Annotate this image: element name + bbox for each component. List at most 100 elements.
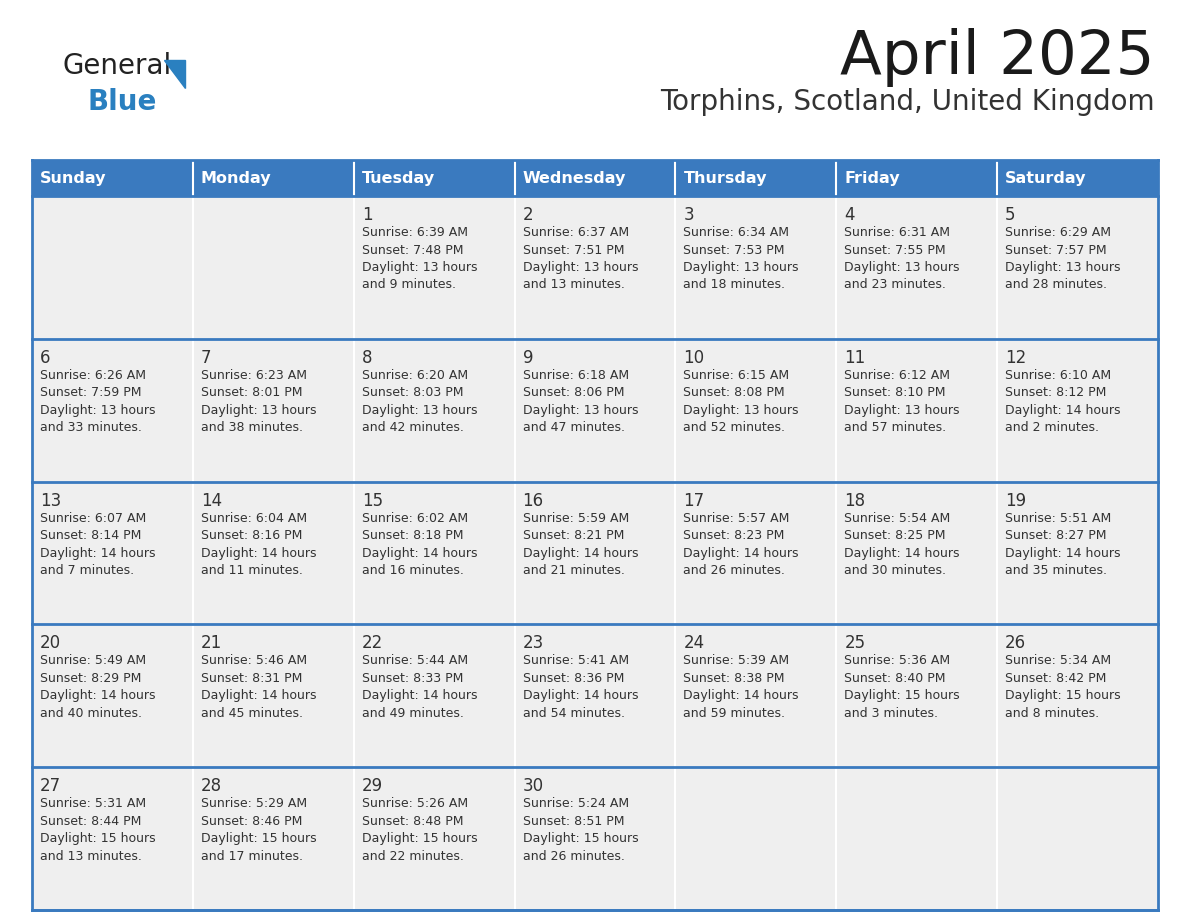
Text: Sunrise: 5:29 AM: Sunrise: 5:29 AM bbox=[201, 797, 307, 811]
Text: Sunday: Sunday bbox=[40, 171, 107, 185]
Bar bbox=[354, 624, 514, 767]
Text: 29: 29 bbox=[361, 778, 383, 795]
Bar bbox=[997, 482, 1158, 624]
Text: Sunset: 8:16 PM: Sunset: 8:16 PM bbox=[201, 529, 302, 543]
Text: Daylight: 15 hours: Daylight: 15 hours bbox=[1005, 689, 1120, 702]
Text: and 18 minutes.: and 18 minutes. bbox=[683, 278, 785, 292]
Text: 24: 24 bbox=[683, 634, 704, 653]
Bar bbox=[192, 482, 354, 624]
Text: and 47 minutes.: and 47 minutes. bbox=[523, 421, 625, 434]
Bar bbox=[676, 624, 836, 767]
Text: Tuesday: Tuesday bbox=[361, 171, 435, 185]
Text: Daylight: 13 hours: Daylight: 13 hours bbox=[361, 261, 478, 274]
Text: 19: 19 bbox=[1005, 492, 1026, 509]
Text: Friday: Friday bbox=[845, 171, 901, 185]
Text: and 59 minutes.: and 59 minutes. bbox=[683, 707, 785, 720]
Text: Sunrise: 6:37 AM: Sunrise: 6:37 AM bbox=[523, 226, 628, 239]
Text: Daylight: 14 hours: Daylight: 14 hours bbox=[201, 689, 316, 702]
Bar bbox=[354, 767, 514, 910]
Bar bbox=[192, 339, 354, 482]
Bar bbox=[836, 339, 997, 482]
Bar bbox=[676, 482, 836, 624]
Text: Sunset: 8:40 PM: Sunset: 8:40 PM bbox=[845, 672, 946, 685]
Bar bbox=[997, 767, 1158, 910]
Text: Sunrise: 6:12 AM: Sunrise: 6:12 AM bbox=[845, 369, 950, 382]
Text: and 57 minutes.: and 57 minutes. bbox=[845, 421, 947, 434]
Text: Wednesday: Wednesday bbox=[523, 171, 626, 185]
Text: Sunrise: 6:29 AM: Sunrise: 6:29 AM bbox=[1005, 226, 1111, 239]
Text: Sunrise: 6:34 AM: Sunrise: 6:34 AM bbox=[683, 226, 790, 239]
Text: and 21 minutes.: and 21 minutes. bbox=[523, 564, 625, 577]
Text: and 42 minutes.: and 42 minutes. bbox=[361, 421, 463, 434]
Text: Daylight: 14 hours: Daylight: 14 hours bbox=[1005, 546, 1120, 560]
Text: Sunrise: 6:23 AM: Sunrise: 6:23 AM bbox=[201, 369, 307, 382]
Text: 1: 1 bbox=[361, 206, 372, 224]
Text: Daylight: 14 hours: Daylight: 14 hours bbox=[40, 546, 156, 560]
Text: and 26 minutes.: and 26 minutes. bbox=[683, 564, 785, 577]
Bar bbox=[514, 624, 676, 767]
Text: Sunset: 7:57 PM: Sunset: 7:57 PM bbox=[1005, 243, 1107, 256]
Text: Sunset: 8:27 PM: Sunset: 8:27 PM bbox=[1005, 529, 1107, 543]
Text: and 28 minutes.: and 28 minutes. bbox=[1005, 278, 1107, 292]
Text: Daylight: 14 hours: Daylight: 14 hours bbox=[1005, 404, 1120, 417]
Bar bbox=[514, 482, 676, 624]
Text: Saturday: Saturday bbox=[1005, 171, 1087, 185]
Text: Daylight: 13 hours: Daylight: 13 hours bbox=[523, 404, 638, 417]
Text: Daylight: 15 hours: Daylight: 15 hours bbox=[361, 833, 478, 845]
Text: Daylight: 15 hours: Daylight: 15 hours bbox=[201, 833, 316, 845]
Bar bbox=[32, 624, 192, 767]
Text: Daylight: 14 hours: Daylight: 14 hours bbox=[361, 546, 478, 560]
Text: Daylight: 14 hours: Daylight: 14 hours bbox=[361, 689, 478, 702]
Text: and 17 minutes.: and 17 minutes. bbox=[201, 850, 303, 863]
Text: Sunrise: 5:51 AM: Sunrise: 5:51 AM bbox=[1005, 511, 1112, 524]
Text: Daylight: 14 hours: Daylight: 14 hours bbox=[683, 689, 798, 702]
Text: 15: 15 bbox=[361, 492, 383, 509]
Bar bbox=[836, 482, 997, 624]
Text: Daylight: 14 hours: Daylight: 14 hours bbox=[683, 546, 798, 560]
Text: Sunset: 8:14 PM: Sunset: 8:14 PM bbox=[40, 529, 141, 543]
Bar bbox=[514, 767, 676, 910]
Text: Sunset: 7:59 PM: Sunset: 7:59 PM bbox=[40, 386, 141, 399]
Text: Sunset: 8:46 PM: Sunset: 8:46 PM bbox=[201, 814, 302, 828]
Text: and 40 minutes.: and 40 minutes. bbox=[40, 707, 143, 720]
Text: Sunrise: 5:34 AM: Sunrise: 5:34 AM bbox=[1005, 655, 1111, 667]
Text: Daylight: 14 hours: Daylight: 14 hours bbox=[40, 689, 156, 702]
Text: Sunrise: 5:41 AM: Sunrise: 5:41 AM bbox=[523, 655, 628, 667]
Bar bbox=[192, 196, 354, 339]
Bar bbox=[354, 196, 514, 339]
Text: Sunset: 8:06 PM: Sunset: 8:06 PM bbox=[523, 386, 624, 399]
Text: and 23 minutes.: and 23 minutes. bbox=[845, 278, 946, 292]
Text: Sunrise: 5:39 AM: Sunrise: 5:39 AM bbox=[683, 655, 790, 667]
Text: Daylight: 13 hours: Daylight: 13 hours bbox=[683, 404, 798, 417]
Text: and 8 minutes.: and 8 minutes. bbox=[1005, 707, 1099, 720]
Text: and 9 minutes.: and 9 minutes. bbox=[361, 278, 456, 292]
Text: 4: 4 bbox=[845, 206, 855, 224]
Text: and 3 minutes.: and 3 minutes. bbox=[845, 707, 939, 720]
Text: and 52 minutes.: and 52 minutes. bbox=[683, 421, 785, 434]
Text: and 22 minutes.: and 22 minutes. bbox=[361, 850, 463, 863]
Text: and 33 minutes.: and 33 minutes. bbox=[40, 421, 141, 434]
Text: Sunset: 8:10 PM: Sunset: 8:10 PM bbox=[845, 386, 946, 399]
Text: Daylight: 14 hours: Daylight: 14 hours bbox=[845, 546, 960, 560]
Polygon shape bbox=[164, 60, 185, 88]
Text: 6: 6 bbox=[40, 349, 51, 367]
Text: Daylight: 15 hours: Daylight: 15 hours bbox=[40, 833, 156, 845]
Text: 13: 13 bbox=[40, 492, 62, 509]
Text: and 49 minutes.: and 49 minutes. bbox=[361, 707, 463, 720]
Text: Daylight: 14 hours: Daylight: 14 hours bbox=[523, 689, 638, 702]
Text: Daylight: 13 hours: Daylight: 13 hours bbox=[40, 404, 156, 417]
Text: 3: 3 bbox=[683, 206, 694, 224]
Text: Sunset: 7:51 PM: Sunset: 7:51 PM bbox=[523, 243, 624, 256]
Text: and 45 minutes.: and 45 minutes. bbox=[201, 707, 303, 720]
Text: Sunset: 8:44 PM: Sunset: 8:44 PM bbox=[40, 814, 141, 828]
Text: and 30 minutes.: and 30 minutes. bbox=[845, 564, 947, 577]
Bar bbox=[676, 767, 836, 910]
Text: Sunrise: 5:26 AM: Sunrise: 5:26 AM bbox=[361, 797, 468, 811]
Bar bbox=[836, 624, 997, 767]
Text: Sunrise: 6:20 AM: Sunrise: 6:20 AM bbox=[361, 369, 468, 382]
Text: 25: 25 bbox=[845, 634, 865, 653]
Text: 28: 28 bbox=[201, 778, 222, 795]
Text: Sunset: 8:01 PM: Sunset: 8:01 PM bbox=[201, 386, 303, 399]
Text: Sunset: 8:12 PM: Sunset: 8:12 PM bbox=[1005, 386, 1106, 399]
Text: 16: 16 bbox=[523, 492, 544, 509]
